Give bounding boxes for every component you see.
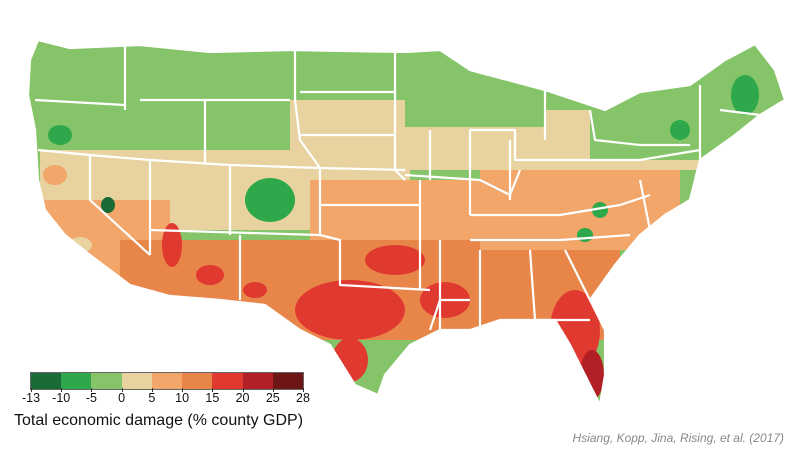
legend-swatch (272, 373, 303, 389)
legend-swatch (61, 373, 92, 389)
legend-swatch (242, 373, 273, 389)
legend-swatch (182, 373, 213, 389)
legend-tick-label: 0 (118, 391, 126, 405)
legend-tick-label: 10 (175, 391, 190, 405)
legend-swatch (151, 373, 183, 389)
source-credit: Hsiang, Kopp, Jina, Rising, et al. (2017… (572, 431, 784, 445)
legend-tick-label: 5 (148, 391, 156, 405)
legend-swatch (91, 373, 122, 389)
legend-swatch (31, 373, 62, 389)
legend-tick-mark (182, 388, 184, 392)
legend-tick-mark (151, 388, 153, 392)
legend-swatch (212, 373, 243, 389)
color-legend: -13 -10 -5 0 5 10 15 20 25 28 (22, 372, 326, 432)
legend-title: Total economic damage (% county GDP) (14, 412, 304, 429)
legend-tick-label: -13 (21, 391, 41, 405)
legend-tick-label: 28 (296, 391, 310, 405)
legend-tick-mark (31, 388, 32, 392)
legend-tick-mark (121, 388, 123, 392)
legend-ticks: -13 -10 -5 0 5 10 15 20 25 28 (22, 388, 310, 407)
legend-swatch (121, 373, 152, 389)
legend-tick-mark (272, 388, 274, 392)
legend-tick-mark (212, 388, 214, 392)
legend-tick-mark (61, 388, 63, 392)
legend-tick-label: 15 (205, 391, 220, 405)
legend-swatches (30, 372, 304, 390)
legend-tick-mark (303, 388, 304, 392)
legend-tick-label: 20 (235, 391, 250, 405)
legend-tick-label: 25 (265, 391, 280, 405)
state-borders (26, 38, 787, 407)
legend-tick-mark (91, 388, 93, 392)
legend-tick-label: -10 (52, 391, 71, 405)
legend-tick-label: -5 (85, 391, 97, 405)
legend-tick-mark (242, 388, 244, 392)
